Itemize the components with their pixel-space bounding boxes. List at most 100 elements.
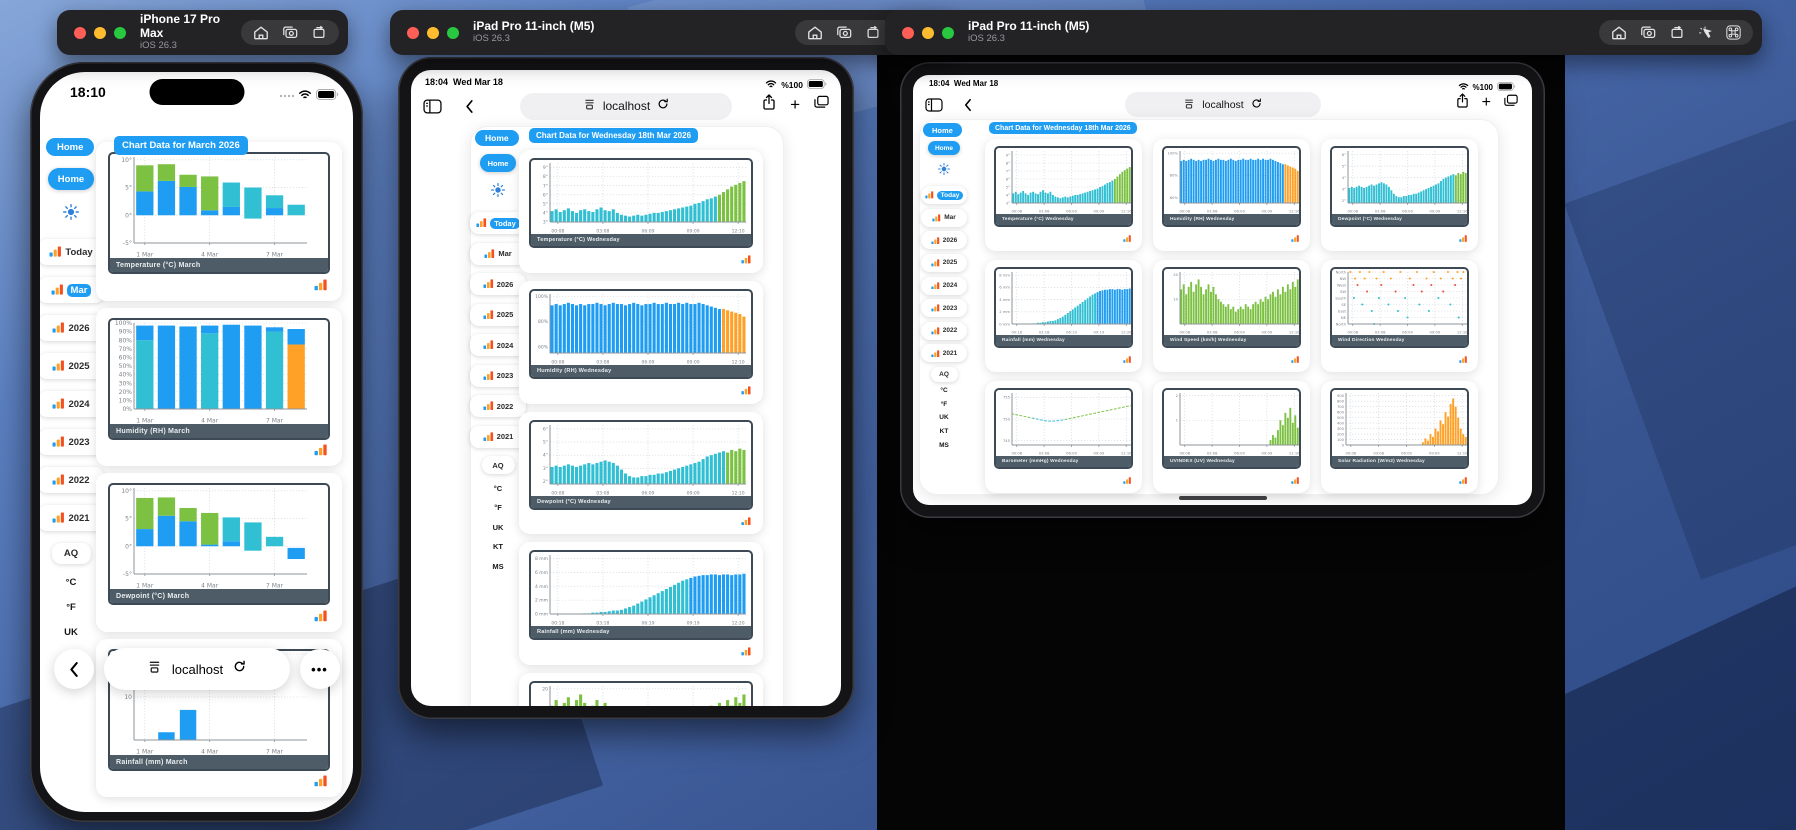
more-icon[interactable]: •••	[299, 649, 340, 689]
sidebar-item-ms[interactable]: MS	[939, 441, 949, 449]
sidebar-item-°f[interactable]: °F	[66, 602, 76, 614]
sidebar-item-2026[interactable]: 2026	[40, 315, 105, 341]
home-button[interactable]: Home	[46, 138, 95, 156]
sidebar-item-2025[interactable]: 2025	[921, 253, 967, 272]
sidebar-item-ms[interactable]: MS	[492, 561, 504, 571]
svg-text:06:19: 06:19	[642, 621, 655, 627]
reload-icon[interactable]	[233, 660, 246, 678]
zoom-button[interactable]	[114, 26, 126, 39]
close-button[interactable]	[74, 26, 86, 39]
sidebar-item-aq[interactable]: AQ	[51, 543, 91, 565]
sun-icon[interactable]	[937, 162, 951, 180]
zoom-button[interactable]	[942, 26, 954, 39]
sidebar-item-2023[interactable]: 2023	[921, 299, 967, 318]
cmd-icon[interactable]	[1726, 25, 1741, 40]
chart-title: UVINDEX (UV) Wednesday	[1164, 455, 1299, 467]
close-button[interactable]	[902, 26, 914, 39]
sidebar-item-aq[interactable]: AQ	[930, 366, 958, 382]
sidebar-item-2025[interactable]: 2025	[40, 353, 105, 379]
sidebar-item-aq[interactable]: AQ	[481, 456, 515, 475]
sidebar-item-2022[interactable]: 2022	[469, 395, 527, 417]
sidebar-item-uk[interactable]: UK	[939, 414, 949, 422]
page-icon[interactable]	[147, 660, 162, 678]
home-icon[interactable]	[807, 25, 823, 40]
share-icon[interactable]	[762, 94, 776, 115]
sidebar-item-mar[interactable]: Mar	[40, 277, 105, 303]
page-icon[interactable]	[583, 97, 596, 115]
plus-icon[interactable]: +	[790, 95, 800, 114]
home-icon[interactable]	[1611, 25, 1627, 40]
screenshot-icon[interactable]	[1640, 25, 1656, 40]
sidebar-item-2025[interactable]: 2025	[469, 303, 527, 326]
sidebar-item-°f[interactable]: °F	[940, 400, 948, 408]
sun-icon[interactable]	[490, 182, 506, 202]
back-button[interactable]	[53, 649, 94, 689]
sidebar-item-2026[interactable]: 2026	[921, 231, 967, 250]
sidebar-item-home[interactable]: Home	[928, 141, 960, 155]
address-bar[interactable]: localhost	[520, 92, 732, 120]
rotate-icon[interactable]	[865, 25, 881, 40]
minimize-button[interactable]	[922, 26, 934, 39]
reload-icon[interactable]	[657, 97, 669, 115]
sun-icon[interactable]	[62, 203, 80, 225]
sidebar-item-today[interactable]: Today	[469, 212, 527, 234]
back-icon[interactable]	[464, 99, 474, 114]
share-icon[interactable]	[1456, 93, 1469, 113]
back-icon[interactable]	[963, 98, 972, 112]
home-button[interactable]: Home	[475, 130, 519, 146]
minimize-button[interactable]	[427, 26, 439, 39]
minimize-button[interactable]	[94, 26, 106, 39]
sidebar-item-2021[interactable]: 2021	[40, 505, 105, 531]
sidebar-item-2022[interactable]: 2022	[40, 467, 105, 493]
sidebar-item-home[interactable]: Home	[480, 154, 516, 172]
page-title: Chart Data for Wednesday 18th Mar 2026	[529, 128, 699, 143]
close-button[interactable]	[407, 26, 419, 39]
sidebar-item-°c[interactable]: °C	[65, 577, 77, 589]
screenshot-icon[interactable]	[282, 25, 298, 40]
sidebar-item-2022[interactable]: 2022	[921, 321, 967, 340]
ipad-portrait-simulator-titlebar[interactable]: iPad Pro 11-inch (M5) iOS 26.3	[390, 10, 958, 55]
sidebar-item-2021[interactable]: 2021	[921, 344, 967, 363]
sidebar-item-°f[interactable]: °F	[494, 503, 502, 513]
sidebar-item-2021[interactable]: 2021	[469, 425, 527, 448]
sidebar-item-today[interactable]: Today	[921, 186, 967, 205]
sidebar-item-°c[interactable]: °C	[493, 483, 503, 493]
sidebar-item-2023[interactable]: 2023	[40, 429, 105, 455]
sidebar-item-kt[interactable]: KT	[939, 428, 949, 436]
iphone-simulator-titlebar[interactable]: iPhone 17 Pro Max iOS 26.3	[57, 10, 348, 55]
svg-text:09:09: 09:09	[1262, 330, 1273, 334]
address-bar[interactable]: localhost	[1124, 92, 1321, 117]
sidebar-item-mar[interactable]: Mar	[469, 242, 527, 265]
sidebar-item-today[interactable]: Today	[40, 239, 105, 265]
home-button[interactable]: Home	[923, 123, 962, 137]
sidebar-item-2024[interactable]: 2024	[469, 334, 527, 356]
rotate-icon[interactable]	[1669, 25, 1685, 40]
rotate-icon[interactable]	[311, 25, 327, 40]
ipad-landscape-simulator-titlebar[interactable]: iPad Pro 11-inch (M5) iOS 26.3	[885, 10, 1762, 55]
sidebar-item-°c[interactable]: °C	[940, 387, 948, 395]
sidebar-item-home[interactable]: Home	[48, 168, 94, 190]
sidebar-item-2024[interactable]: 2024	[40, 391, 105, 417]
pointer-icon[interactable]	[1698, 25, 1713, 40]
svg-text:7 Mar: 7 Mar	[266, 252, 284, 259]
reload-icon[interactable]	[1251, 96, 1262, 114]
zoom-button[interactable]	[447, 26, 459, 39]
sidebar-item-kt[interactable]: KT	[493, 542, 503, 552]
sidebar-item-2024[interactable]: 2024	[921, 276, 967, 295]
tabs-icon[interactable]	[814, 95, 829, 114]
address-bar[interactable]: localhost	[103, 648, 290, 690]
home-indicator[interactable]	[1178, 496, 1267, 500]
plus-icon[interactable]: +	[1481, 94, 1491, 111]
sidebar-item-2023[interactable]: 2023	[469, 364, 527, 387]
home-icon[interactable]	[253, 25, 269, 40]
svg-text:09:09: 09:09	[1262, 210, 1273, 214]
sidebar-item-2026[interactable]: 2026	[469, 273, 527, 295]
tabs-icon[interactable]	[1504, 94, 1518, 112]
sidebar-item-uk[interactable]: UK	[492, 522, 504, 532]
screenshot-icon[interactable]	[836, 25, 852, 40]
sidebar-icon[interactable]	[925, 97, 943, 112]
sidebar-item-mar[interactable]: Mar	[921, 208, 967, 227]
sidebar-item-uk[interactable]: UK	[64, 627, 78, 639]
sidebar-icon[interactable]	[423, 99, 442, 114]
page-icon[interactable]	[1183, 96, 1195, 114]
